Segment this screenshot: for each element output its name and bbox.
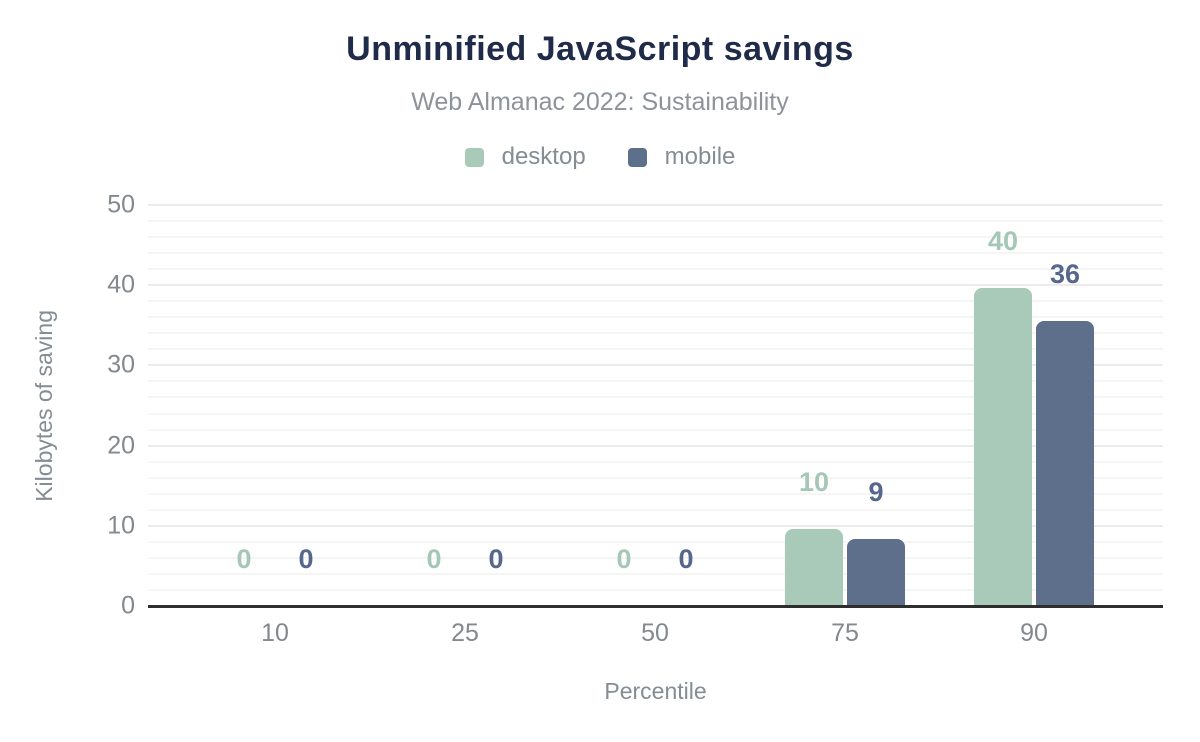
gridline-minor <box>148 316 1163 319</box>
gridline-minor <box>148 252 1163 255</box>
legend-item-desktop: desktop <box>464 143 586 171</box>
x-tick-label-90: 90 <box>1020 619 1048 647</box>
page-title: Unminified JavaScript savings <box>346 30 854 68</box>
bar-desktop-p75[interactable]: 10 <box>785 469 843 606</box>
gridline-minor <box>148 236 1163 239</box>
y-tick-label-40: 40 <box>107 270 135 299</box>
gridline-minor <box>148 268 1163 271</box>
y-tick-label-50: 50 <box>107 190 135 219</box>
gridline-major <box>148 364 1163 367</box>
gridline-minor <box>148 348 1163 351</box>
gridline-minor <box>148 556 1163 559</box>
bar-value-label-desktop-p90: 40 <box>987 226 1019 257</box>
bar-value-label-desktop-p50: 0 <box>616 544 632 574</box>
gridline-minor <box>148 492 1163 495</box>
y-tick-label-30: 30 <box>107 350 135 379</box>
x-axis-title: Percentile <box>604 678 707 704</box>
plot-area: 0 10 20 30 40 50 0 0 10 0 0 25 0 0 50 10 9 75 40 36 90 <box>107 192 1163 646</box>
bar-value-label-desktop-p10: 0 <box>236 544 252 574</box>
gridline-major <box>148 524 1163 527</box>
bar-desktop-p90[interactable]: 40 <box>973 228 1032 606</box>
bar-value-label-mobile-p90: 36 <box>1049 258 1081 289</box>
gridline-minor <box>148 476 1163 479</box>
gridline-major <box>148 444 1163 447</box>
gridline-minor <box>148 508 1163 511</box>
gridline-minor <box>148 396 1163 399</box>
gridline-minor <box>148 380 1163 383</box>
bar-mobile-p75[interactable]: 9 <box>847 478 905 606</box>
gridline-minor <box>148 428 1163 431</box>
bar-value-label-mobile-p50: 0 <box>678 544 694 574</box>
mobile-legend-label: mobile <box>664 143 736 170</box>
gridline-minor <box>148 572 1163 575</box>
bar-group-p75: 10 9 <box>785 469 905 606</box>
x-tick-label-25: 25 <box>451 619 479 647</box>
bar-value-label-desktop-p75: 10 <box>798 467 830 498</box>
y-tick-label-10: 10 <box>107 511 135 540</box>
desktop-legend-label: desktop <box>501 143 586 170</box>
page-subtitle: Web Almanac 2022: Sustainability <box>411 88 789 116</box>
y-axis-title: Kilobytes of saving <box>30 309 57 502</box>
bar-value-label-mobile-p25: 0 <box>488 544 504 574</box>
desktop-legend-swatch <box>464 147 484 167</box>
x-tick-label-50: 50 <box>641 619 669 647</box>
legend-item-mobile: mobile <box>627 143 736 171</box>
gridline-minor <box>148 332 1163 335</box>
x-tick-label-75: 75 <box>831 619 859 647</box>
gridline-minor <box>148 460 1163 463</box>
bar-group-p90: 40 36 <box>973 228 1094 606</box>
y-tick-label-0: 0 <box>121 591 135 620</box>
y-axis-title-box: Kilobytes of saving <box>22 205 66 606</box>
gridline-minor <box>148 412 1163 415</box>
x-axis-line <box>148 605 1163 608</box>
gridline-minor <box>148 588 1163 591</box>
mobile-legend-swatch <box>627 147 647 167</box>
bar-value-label-mobile-p10: 0 <box>298 544 314 574</box>
gridline-major <box>148 284 1163 287</box>
x-tick-label-10: 10 <box>261 619 289 647</box>
gridline-major <box>148 204 1163 206</box>
legend: desktop mobile <box>0 143 1200 171</box>
gridline-minor <box>148 220 1163 223</box>
y-tick-label-20: 20 <box>107 431 135 460</box>
bar-value-label-desktop-p25: 0 <box>426 544 442 574</box>
bar-value-label-mobile-p75: 9 <box>868 476 884 507</box>
bar-mobile-p90[interactable]: 36 <box>1035 260 1094 606</box>
gridline-minor <box>148 540 1163 543</box>
gridline-minor <box>148 300 1163 303</box>
